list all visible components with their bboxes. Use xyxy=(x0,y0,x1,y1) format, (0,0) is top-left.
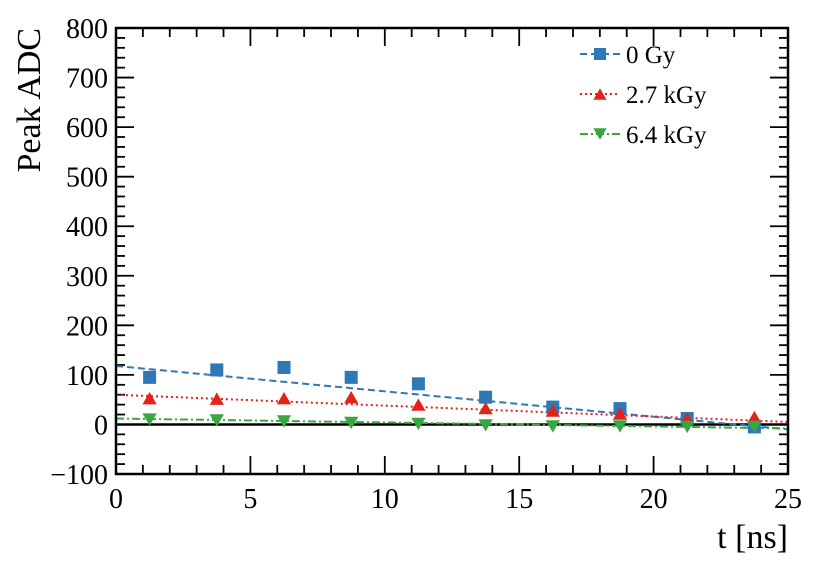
y-tick-label: 200 xyxy=(66,311,108,342)
legend-label-series-1: 0 Gy xyxy=(626,42,676,69)
data-point-series-2 xyxy=(142,392,157,405)
fit-line-series-3 xyxy=(115,417,789,430)
data-point-series-3 xyxy=(344,416,359,430)
data-point-series-2 xyxy=(276,392,292,405)
data-point-series-3 xyxy=(747,420,762,434)
fit-lines xyxy=(115,364,789,431)
y-tick-label: 300 xyxy=(66,262,108,293)
y-tick-label: 0 xyxy=(94,410,108,441)
data-point-series-1 xyxy=(143,370,157,384)
y-tick-label: 700 xyxy=(66,64,108,95)
data-points xyxy=(142,360,762,434)
y-tick-label: 800 xyxy=(66,14,108,45)
y-tick-label: 600 xyxy=(66,113,108,144)
data-point-series-3 xyxy=(142,413,157,426)
y-tick-labels: −100 0 100 200 300 400 500 600 700 800 xyxy=(50,14,108,491)
data-point-series-2 xyxy=(478,401,493,415)
fit-line-series-2 xyxy=(115,393,789,423)
plot-frame xyxy=(114,26,790,476)
y-tick-label: 100 xyxy=(66,361,108,392)
data-point-series-1 xyxy=(210,363,224,377)
data-point-series-2 xyxy=(545,404,560,417)
data-point-series-2 xyxy=(344,391,359,404)
legend-marker-series-3 xyxy=(593,128,607,140)
data-point-series-3 xyxy=(209,414,224,427)
data-point-series-3 xyxy=(680,420,695,434)
fit-line-series-1 xyxy=(115,364,789,431)
data-point-series-2 xyxy=(411,398,426,411)
legend-marker-series-2 xyxy=(593,88,607,100)
y-tick-label: −100 xyxy=(50,460,108,491)
x-axis-label: t [ns] xyxy=(717,519,788,556)
legend: 0 Gy 2.7 kGy 6.4 kGy xyxy=(580,42,707,149)
x-tick-label: 15 xyxy=(505,484,533,515)
x-tick-label: 25 xyxy=(774,484,802,515)
y-tick-label: 500 xyxy=(66,163,108,194)
data-point-series-2 xyxy=(209,392,224,405)
data-point-series-3 xyxy=(612,420,628,433)
data-point-series-3 xyxy=(545,420,560,433)
legend-label-series-2: 2.7 kGy xyxy=(626,82,707,109)
data-point-series-1 xyxy=(479,390,493,404)
data-point-series-1 xyxy=(344,370,358,384)
data-point-series-3 xyxy=(276,415,292,428)
data-point-series-3 xyxy=(411,417,426,431)
legend-label-series-3: 6.4 kGy xyxy=(626,122,707,149)
y-tick-label: 400 xyxy=(66,212,108,243)
x-tick-label: 20 xyxy=(640,484,668,515)
data-point-series-2 xyxy=(612,407,628,420)
x-tick-label: 0 xyxy=(109,484,123,515)
x-tick-label: 10 xyxy=(371,484,399,515)
data-point-series-1 xyxy=(411,377,425,391)
data-point-series-2 xyxy=(747,410,762,424)
x-tick-labels: 0 5 10 15 20 25 xyxy=(109,484,802,515)
y-axis-label: Peak ADC xyxy=(11,28,48,173)
data-point-series-3 xyxy=(478,419,493,432)
legend-marker-series-1 xyxy=(594,48,606,60)
data-point-series-1 xyxy=(277,360,291,374)
x-tick-label: 5 xyxy=(243,484,257,515)
